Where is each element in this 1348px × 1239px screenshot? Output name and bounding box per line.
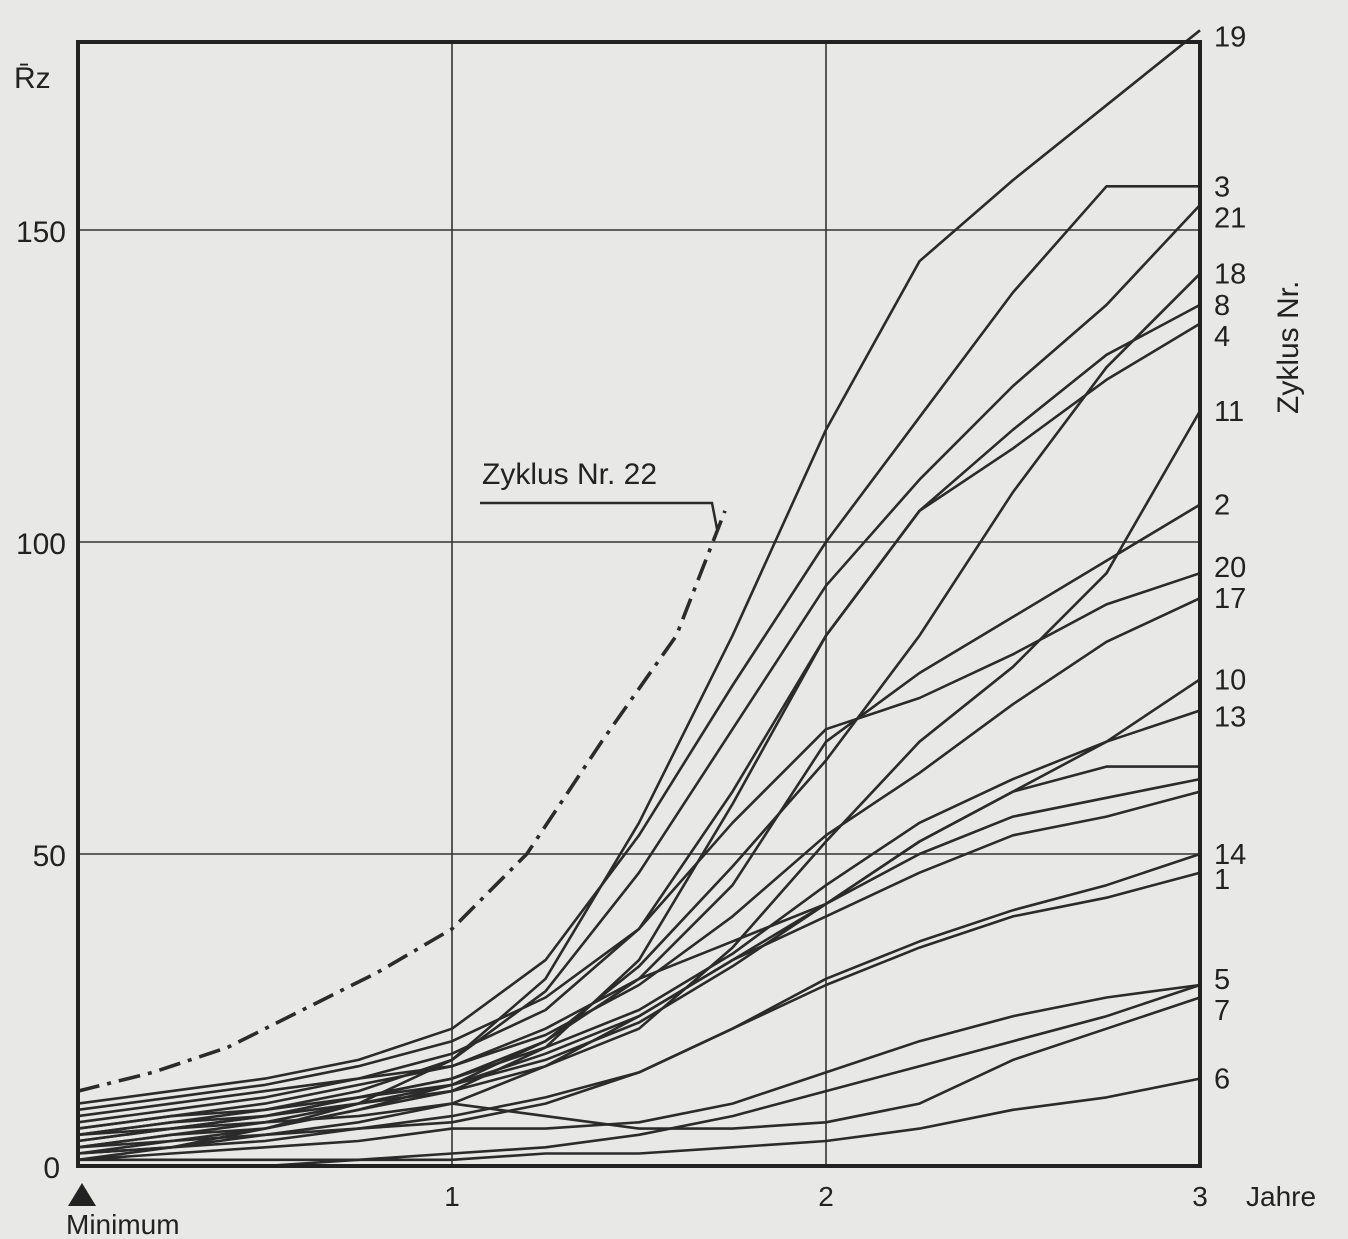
y-tick-label: 100 <box>16 528 66 561</box>
y-tick-label: 50 <box>33 840 66 873</box>
series-line-20 <box>77 571 1201 1112</box>
x-tick-labels: 1 2 3 <box>444 1181 1208 1212</box>
series-label-17: 17 <box>1214 583 1246 615</box>
series-line-9 <box>77 765 1200 1118</box>
series-label-19: 19 <box>1214 22 1246 54</box>
x-tick-label: 1 <box>444 1181 460 1212</box>
grid-lines <box>78 42 1200 1166</box>
series-line-17 <box>77 597 1201 1130</box>
x-tick-label: 3 <box>1192 1181 1208 1212</box>
x-tick-label: 2 <box>818 1181 834 1212</box>
right-axis-label: Zyklus Nr. <box>1272 281 1305 414</box>
series-line-12 <box>77 777 1201 1130</box>
series-label-18: 18 <box>1214 259 1246 291</box>
series-line-5 <box>78 983 1201 1162</box>
plot-frame <box>76 40 1202 1168</box>
series-label-7: 7 <box>1214 995 1230 1027</box>
series-label-6: 6 <box>1214 1064 1230 1096</box>
series-line-22 <box>77 510 727 1093</box>
series-label-13: 13 <box>1214 702 1246 734</box>
x-axis-label: Jahre <box>1246 1181 1316 1212</box>
minimum-label: Minimum <box>66 1209 180 1239</box>
series-label-1: 1 <box>1214 864 1230 896</box>
series-lines <box>77 29 1202 1168</box>
series-label-21: 21 <box>1214 203 1246 235</box>
y-axis-label: R̄z <box>14 62 51 95</box>
series-line-16 <box>77 983 1201 1162</box>
series-label-3: 3 <box>1214 171 1230 203</box>
y-tick-label: 150 <box>16 216 66 249</box>
series-label-4: 4 <box>1214 321 1230 353</box>
series-label-8: 8 <box>1214 290 1230 322</box>
series-line-15 <box>77 790 1201 1137</box>
series-line-1 <box>77 871 1201 1149</box>
series-line-3 <box>77 185 1200 1105</box>
series-label-5: 5 <box>1214 964 1230 996</box>
series-line-4 <box>77 322 1201 1155</box>
series-label-10: 10 <box>1214 664 1246 696</box>
series-line-7 <box>77 996 1201 1137</box>
series-label-11: 11 <box>1214 396 1244 428</box>
series-label-14: 14 <box>1214 839 1246 871</box>
minimum-marker-icon <box>68 1183 96 1206</box>
annotation-label: Zyklus Nr. 22 <box>482 458 657 491</box>
y-tick-label: 0 <box>43 1152 60 1185</box>
y-tick-labels: 0 50 100 150 <box>16 216 66 1185</box>
annotation-leader-line <box>480 501 719 530</box>
series-label-20: 20 <box>1214 552 1246 584</box>
series-label-2: 2 <box>1214 490 1230 522</box>
